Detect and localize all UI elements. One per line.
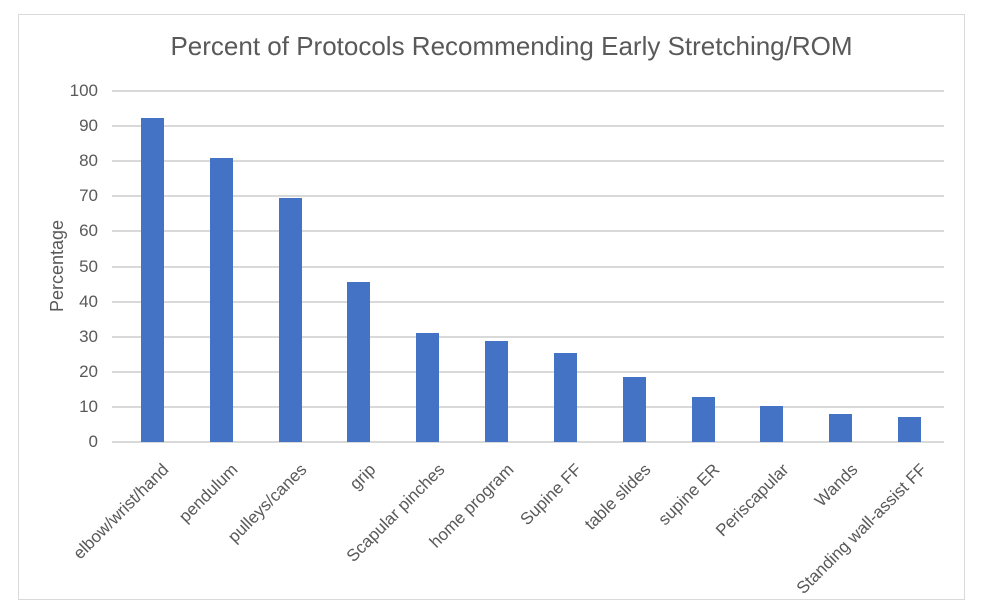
y-tick-label: 30	[79, 326, 98, 346]
bar-grip	[347, 282, 371, 442]
gridline-70	[112, 195, 944, 198]
bar-periscapular	[760, 405, 784, 442]
gridline-10	[112, 405, 944, 408]
chart-title: Percent of Protocols Recommending Early …	[170, 31, 853, 61]
y-tick-label: 0	[88, 432, 98, 451]
bar-wands	[829, 413, 853, 442]
gridline-20	[112, 370, 944, 373]
bar-table-slides	[622, 377, 646, 442]
bar-pendulum	[209, 157, 233, 442]
y-tick-label: 70	[79, 186, 98, 206]
bar-supine-er	[691, 397, 715, 442]
y-tick-label: 100	[69, 81, 98, 100]
plot-area	[112, 90, 944, 443]
chart-border	[18, 14, 965, 600]
y-tick-label: 50	[79, 256, 98, 276]
gridline-60	[112, 230, 944, 233]
gridline-100	[112, 90, 944, 92]
bar-scapular-pinches	[416, 333, 440, 442]
gridline-0	[112, 441, 944, 443]
gridline-30	[112, 335, 944, 338]
y-tick-label: 80	[79, 151, 98, 171]
y-tick-label: 60	[79, 221, 98, 241]
gridline-80	[112, 160, 944, 163]
y-tick-label: 10	[79, 396, 98, 416]
gridline-50	[112, 265, 944, 268]
y-tick-label: 90	[79, 116, 98, 136]
gridline-40	[112, 300, 944, 303]
y-tick-label: 40	[79, 291, 98, 311]
gridline-90	[112, 125, 944, 128]
bar-pulleys-canes	[278, 198, 302, 442]
bar-standing-wall-assist-ff	[898, 417, 922, 442]
bar-supine-ff	[553, 353, 577, 442]
bar-home-program	[485, 340, 509, 442]
y-tick-label: 20	[79, 361, 98, 381]
bar-elbow-wrist-hand	[140, 118, 164, 442]
